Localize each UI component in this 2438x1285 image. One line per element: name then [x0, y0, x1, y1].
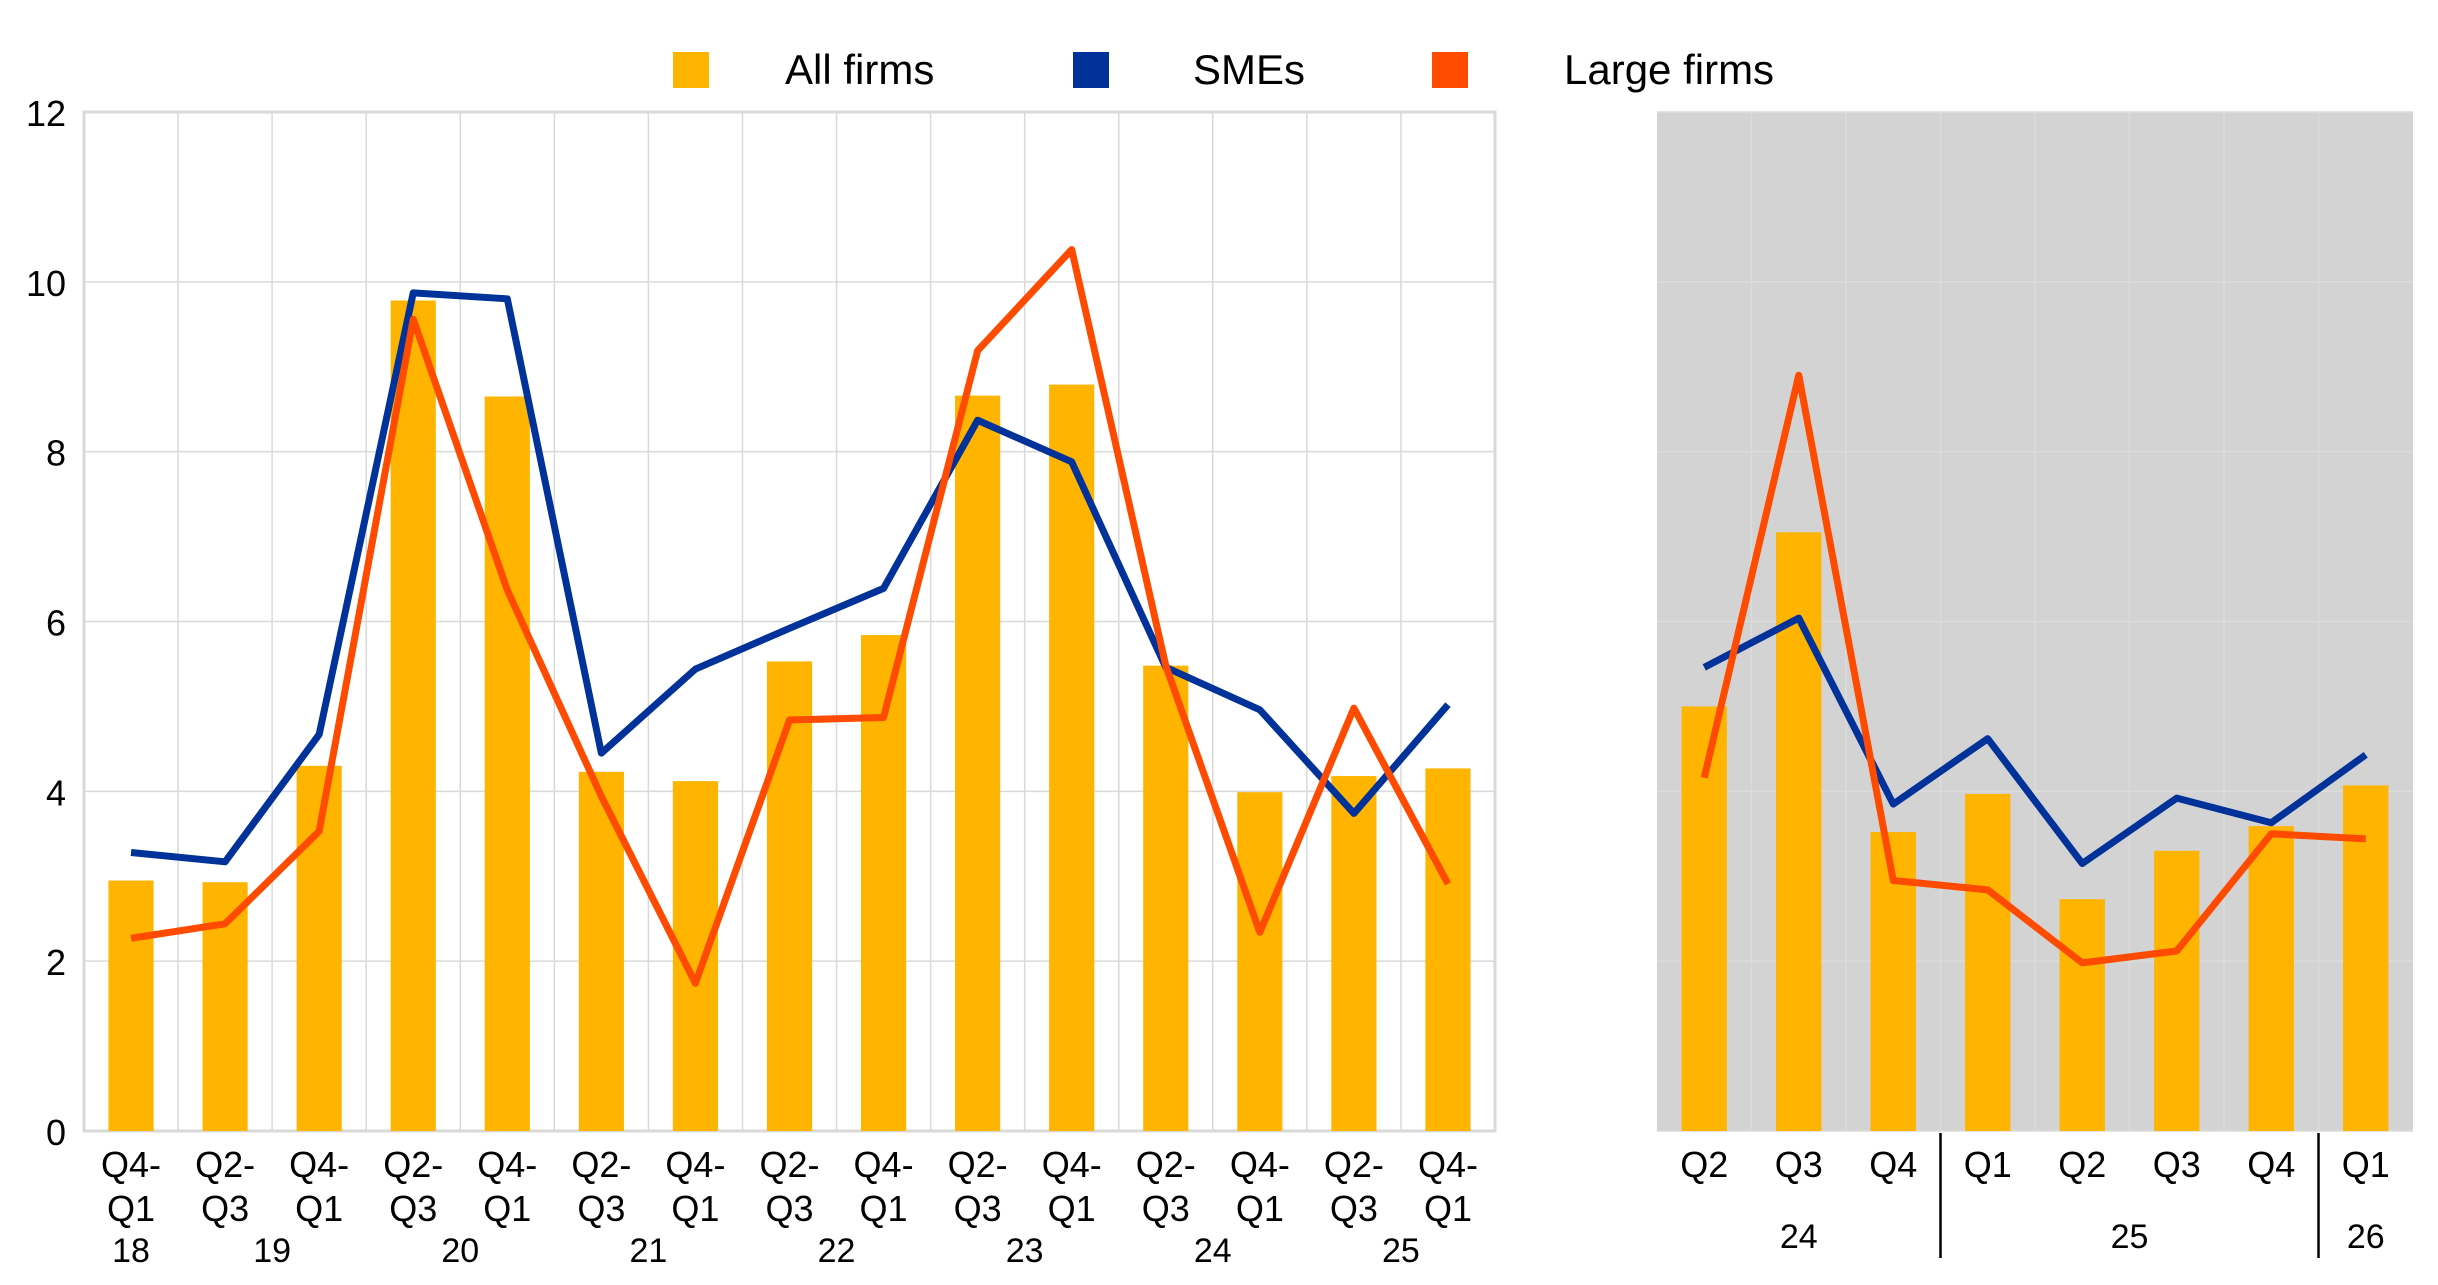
x-tick-label: Q4-: [477, 1144, 537, 1185]
x-year-label: 24: [1780, 1218, 1818, 1256]
x-tick-label: Q3: [577, 1188, 625, 1229]
bar-all-firms: [2343, 785, 2389, 1131]
x-year-label: 19: [253, 1232, 291, 1270]
x-tick-label: Q1: [1048, 1188, 1096, 1229]
legend-swatch-all-firms: [673, 52, 709, 88]
x-tick-label: Q2: [2058, 1144, 2106, 1185]
x-tick-label: Q1: [1964, 1144, 2012, 1185]
x-year-label: 20: [441, 1232, 479, 1270]
x-tick-label: Q3: [954, 1188, 1002, 1229]
bar-all-firms: [1965, 793, 2011, 1131]
bar-all-firms: [390, 300, 436, 1131]
x-tick-label: Q4-: [1230, 1144, 1290, 1185]
y-tick-label: 4: [46, 772, 66, 813]
legend-label: SMEs: [1193, 46, 1306, 93]
legend-label: All firms: [785, 46, 935, 93]
y-tick-label: 2: [46, 942, 66, 983]
x-tick-label: Q1: [2342, 1144, 2390, 1185]
x-tick-label: Q3: [389, 1188, 437, 1229]
x-tick-label: Q2-: [759, 1144, 819, 1185]
x-tick-label: Q2-: [1136, 1144, 1196, 1185]
x-tick-label: Q1: [295, 1188, 343, 1229]
bar-all-firms: [484, 396, 530, 1131]
x-tick-label: Q1: [671, 1188, 719, 1229]
x-year-label: 21: [629, 1232, 667, 1270]
bar-all-firms: [766, 661, 813, 1131]
x-tick-label: Q3: [1330, 1188, 1378, 1229]
bar-all-firms: [2059, 899, 2105, 1131]
x-tick-label: Q3: [1142, 1188, 1190, 1229]
x-tick-label: Q2: [1680, 1144, 1728, 1185]
left-panel: 024681012Q4-Q1Q2-Q3Q4-Q1Q2-Q3Q4-Q1Q2-Q3Q…: [26, 93, 1497, 1270]
x-tick-label: Q1: [860, 1188, 908, 1229]
line-smes: [1702, 614, 2368, 868]
x-tick-label: Q3: [1775, 1144, 1823, 1185]
bar-all-firms: [108, 880, 154, 1131]
y-tick-label: 12: [26, 93, 66, 134]
bar-all-firms: [1776, 532, 1822, 1131]
x-year-label: 24: [1194, 1232, 1232, 1270]
x-tick-label: Q1: [1236, 1188, 1284, 1229]
x-tick-label: Q4-: [101, 1144, 161, 1185]
bar-all-firms: [1049, 384, 1095, 1131]
x-tick-label: Q4-: [665, 1144, 725, 1185]
bar-all-firms: [1331, 776, 1377, 1131]
line-large-firms: [130, 246, 1452, 987]
x-tick-label: Q4-: [289, 1144, 349, 1185]
x-tick-label: Q2-: [571, 1144, 631, 1185]
x-year-label: 25: [1382, 1232, 1420, 1270]
x-year-label: 26: [2347, 1218, 2385, 1256]
x-tick-label: Q4-: [1042, 1144, 1102, 1185]
x-tick-label: Q3: [2153, 1144, 2201, 1185]
x-tick-label: Q4-: [854, 1144, 914, 1185]
bar-all-firms: [1237, 792, 1283, 1131]
x-tick-label: Q4: [2247, 1144, 2295, 1185]
legend-swatch-smes: [1073, 52, 1109, 88]
x-year-label: 25: [2111, 1218, 2149, 1256]
x-year-label: 18: [112, 1232, 150, 1270]
x-tick-label: Q2-: [383, 1144, 443, 1185]
x-tick-label: Q1: [1424, 1188, 1472, 1229]
y-tick-label: 10: [26, 263, 66, 304]
legend-label: Large firms: [1564, 46, 1775, 93]
bar-all-firms: [2248, 826, 2294, 1131]
line-smes: [130, 289, 1451, 866]
x-tick-label: Q1: [483, 1188, 531, 1229]
legend-item-all-firms: All firms: [673, 40, 934, 100]
y-tick-label: 0: [46, 1112, 66, 1153]
x-tick-label: Q3: [765, 1188, 813, 1229]
x-tick-label: Q2-: [195, 1144, 255, 1185]
line-large-firms: [1700, 371, 2366, 967]
y-tick-label: 8: [46, 433, 66, 474]
x-tick-label: Q3: [201, 1188, 249, 1229]
y-tick-label: 6: [46, 603, 66, 644]
bar-all-firms: [955, 395, 1001, 1131]
x-year-label: 22: [818, 1232, 856, 1270]
legend: All firms SMEs Large firms: [0, 40, 2438, 100]
legend-item-large-firms: Large firms: [1432, 40, 1774, 100]
bar-all-firms: [2154, 850, 2200, 1131]
x-tick-label: Q2-: [948, 1144, 1008, 1185]
x-tick-label: Q4-: [1418, 1144, 1478, 1185]
legend-item-smes: SMEs: [1073, 40, 1305, 100]
x-tick-label: Q4: [1869, 1144, 1917, 1185]
legend-swatch-large-firms: [1432, 52, 1468, 88]
bar-all-firms: [1143, 665, 1189, 1131]
x-year-label: 23: [1006, 1232, 1044, 1270]
bar-all-firms: [1425, 768, 1471, 1131]
right-panel: Q2 Q3 Q4 Q1 Q2 Q3 Q4 Q1 24 25 26: [1657, 111, 2413, 1258]
x-tick-label: Q2-: [1324, 1144, 1384, 1185]
x-tick-label: Q1: [107, 1188, 155, 1229]
